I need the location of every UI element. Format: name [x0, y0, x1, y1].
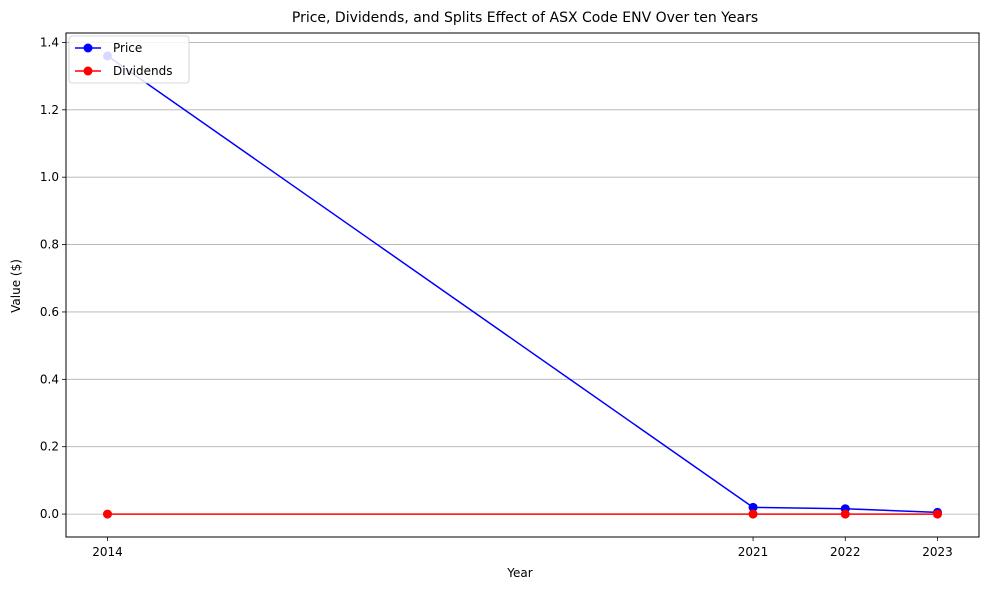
data-point	[103, 509, 112, 519]
legend: Price Dividends	[68, 35, 190, 84]
y-axis-label: Value ($)	[9, 259, 23, 313]
legend-item: Dividends	[75, 64, 172, 78]
series-line	[107, 55, 938, 514]
series-dividends	[103, 509, 942, 519]
y-tick-label: 1.0	[40, 170, 59, 184]
x-tick-label: 2014	[92, 545, 123, 559]
series-layer	[103, 51, 942, 519]
x-tick-label: 2021	[738, 545, 769, 559]
legend-label: Price	[113, 41, 142, 55]
plot-frame	[65, 32, 980, 538]
y-tick-label: 1.4	[40, 35, 59, 49]
data-point	[748, 502, 758, 512]
x-axis-label: Year	[506, 566, 532, 580]
legend-item: Price	[75, 41, 142, 55]
data-point	[748, 509, 758, 519]
chart-title: Price, Dividends, and Splits Effect of A…	[292, 10, 758, 26]
x-tick-label: 2023	[922, 545, 953, 559]
y-axis: 0.0 0.2 0.4 0.6 0.8 1.0 1.2 1.4	[40, 35, 66, 521]
legend-marker	[83, 43, 93, 53]
legend-label: Dividends	[113, 64, 172, 78]
y-tick-label: 0.2	[40, 440, 59, 454]
data-point	[933, 509, 942, 519]
x-tick-label: 2022	[830, 545, 861, 559]
data-point	[840, 509, 850, 519]
y-tick-label: 0.4	[40, 372, 59, 386]
grid-lines	[66, 42, 979, 515]
y-tick-label: 1.2	[40, 103, 59, 117]
y-tick-label: 0.6	[40, 305, 59, 319]
y-tick-label: 0.8	[40, 238, 59, 252]
y-tick-label: 0.0	[40, 507, 59, 521]
x-axis: 2014 2021 2022 2023	[92, 537, 953, 559]
legend-marker	[83, 66, 93, 76]
